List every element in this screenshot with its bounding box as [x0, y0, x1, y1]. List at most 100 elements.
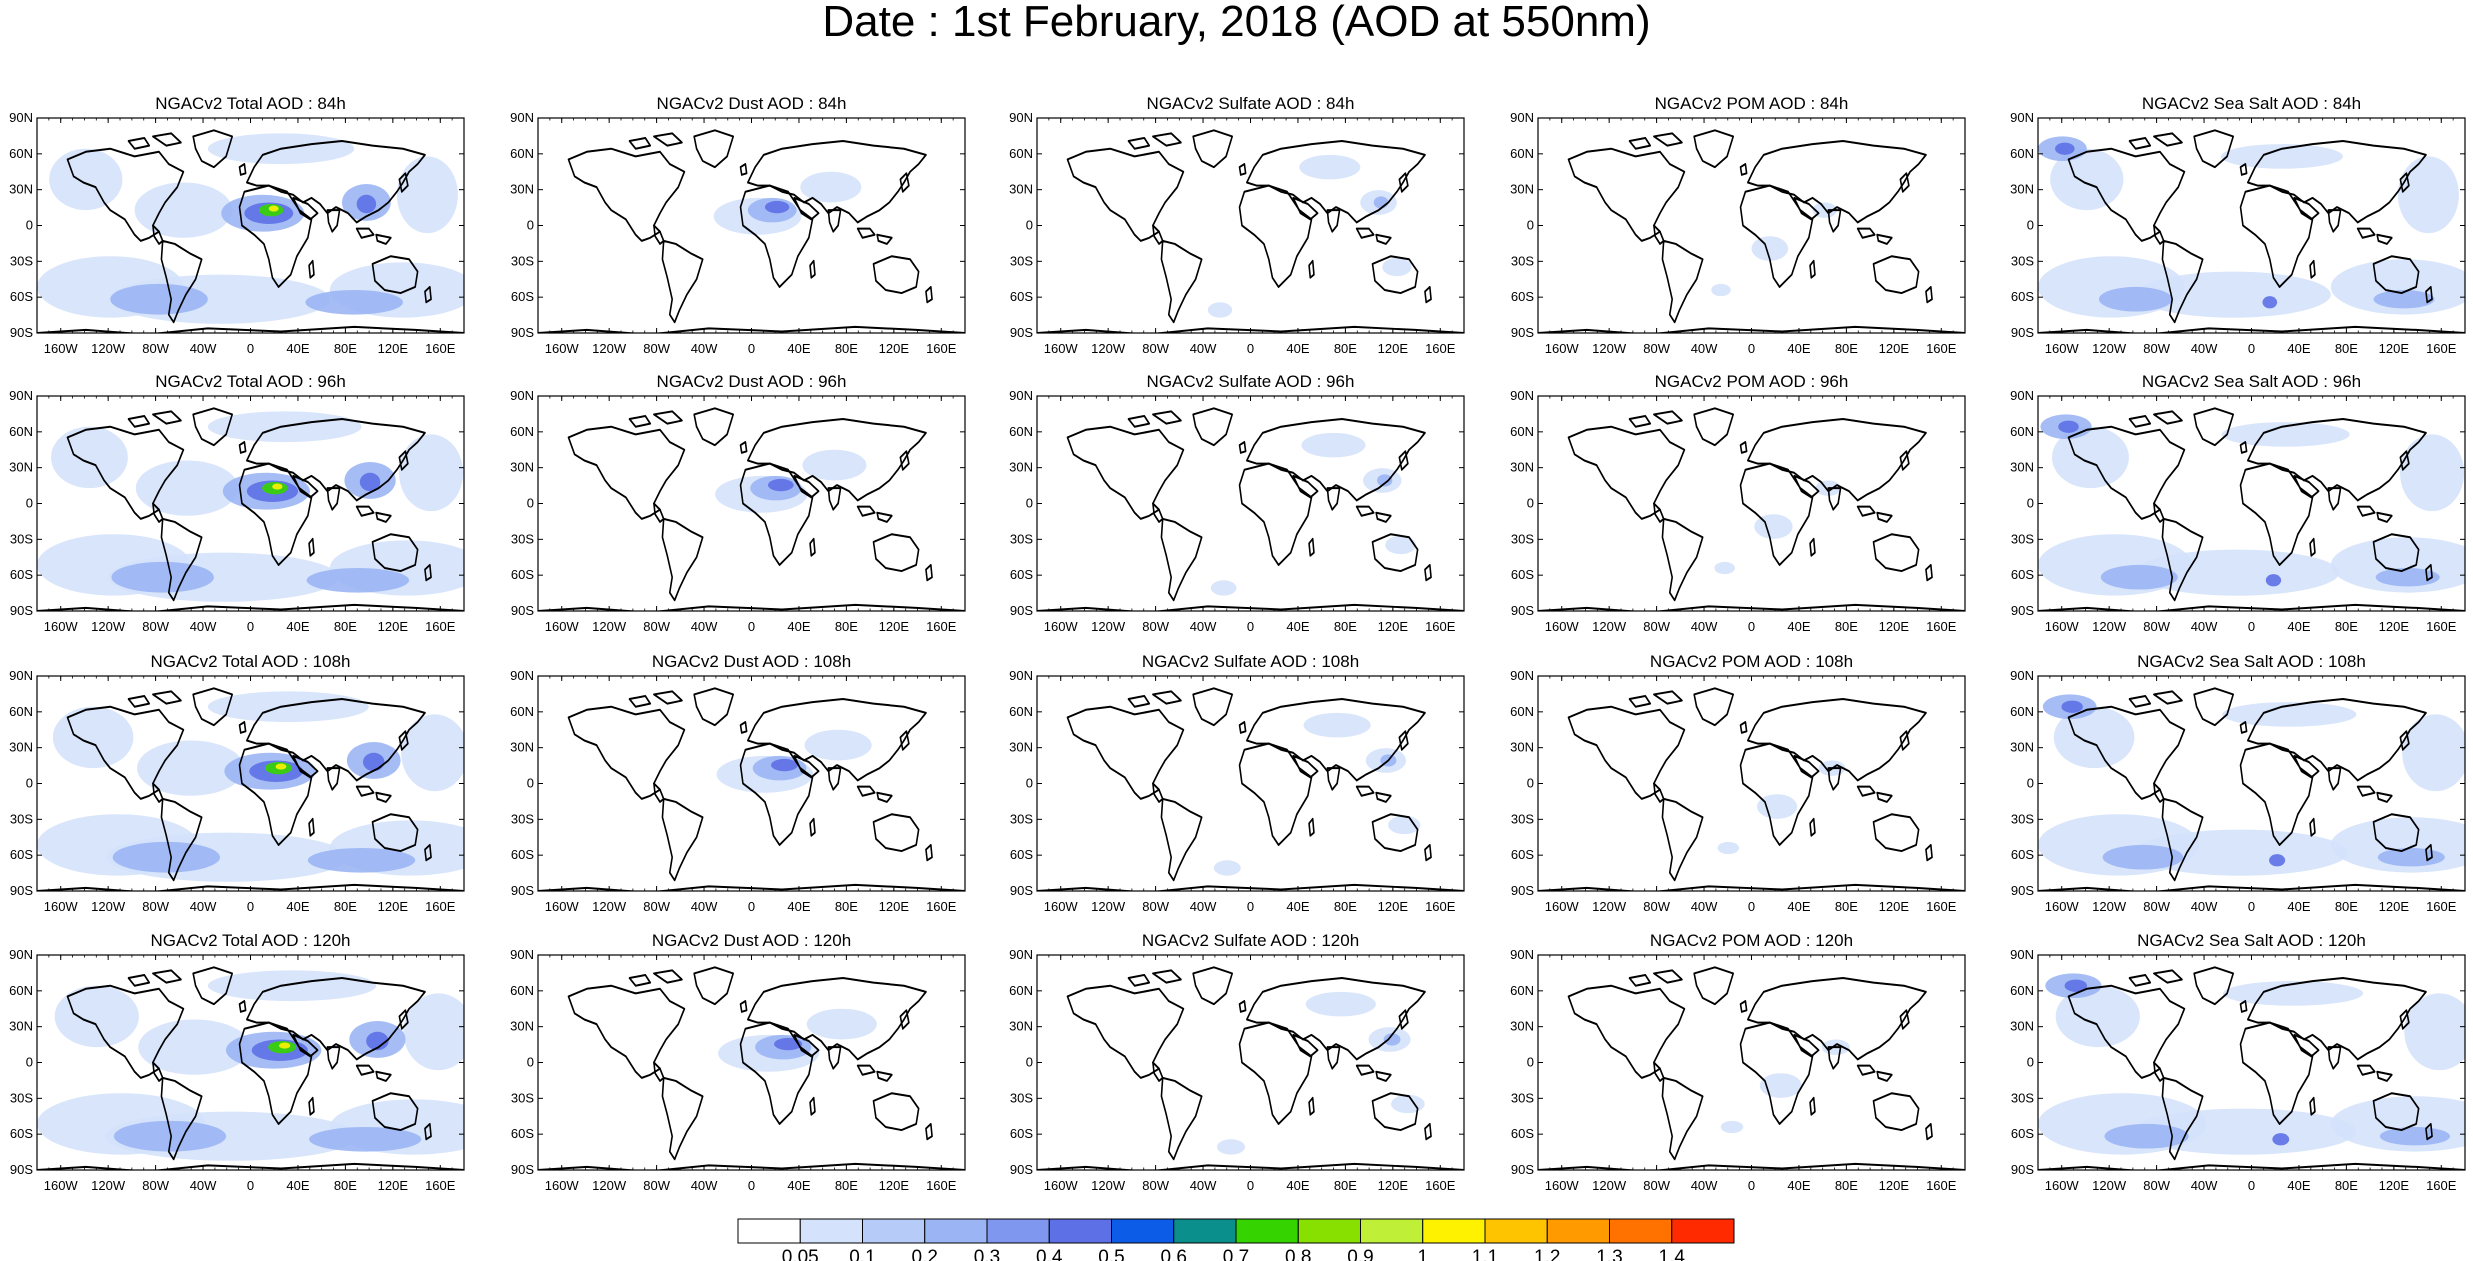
lon-tick-label: 80W — [2143, 341, 2170, 356]
lon-tick-label: 120W — [2092, 1178, 2127, 1193]
lon-tick-label: 80E — [835, 341, 858, 356]
map-panel-pom-row2: NGACv2 POM AOD : 96h 90N 60N 30N 0 30S 60S 90S 1… — [1510, 372, 1966, 634]
lon-tick-label: 80W — [2143, 1178, 2170, 1193]
aod-field-low — [2133, 829, 2348, 876]
aod-field-low — [1759, 1073, 1802, 1098]
lon-tick-label: 160W — [44, 899, 79, 914]
lat-tick-label: 90S — [1010, 325, 1033, 340]
lon-tick-label: 0 — [2248, 1178, 2255, 1193]
lat-tick-label: 90N — [1009, 668, 1033, 683]
aod-field-low — [2134, 549, 2340, 596]
lon-tick-label: 120E — [879, 899, 910, 914]
aod-field-low — [51, 426, 128, 489]
lat-tick-label: 0 — [1527, 496, 1534, 511]
lon-tick-label: 80E — [835, 619, 858, 634]
lat-tick-label: 30N — [1510, 460, 1534, 475]
lon-tick-label: 80E — [1334, 899, 1357, 914]
lat-tick-label: 60S — [2011, 1126, 2034, 1141]
lat-tick-label: 60S — [2011, 847, 2034, 862]
aod-field-low — [1303, 712, 1371, 738]
panel-title: NGACv2 Sea Salt AOD : 96h — [2142, 372, 2361, 391]
lat-tick-label: 0 — [527, 496, 534, 511]
lat-tick-label: 90S — [10, 325, 33, 340]
lat-tick-label: 60N — [1009, 704, 1033, 719]
lon-tick-label: 40E — [787, 619, 810, 634]
lat-tick-label: 30N — [1510, 1019, 1534, 1034]
lon-tick-label: 80E — [1334, 1178, 1357, 1193]
lat-tick-label: 60N — [1510, 704, 1534, 719]
lon-tick-label: 160E — [425, 1178, 456, 1193]
lat-tick-label: 60S — [10, 1126, 33, 1141]
lat-tick-label: 90N — [1510, 110, 1534, 125]
lat-tick-label: 60N — [510, 983, 534, 998]
map-panel-pom-row4: NGACv2 POM AOD : 120h 90N 60N 30N 0 30S 60S 90S… — [1510, 931, 1966, 1193]
lon-tick-label: 80E — [2335, 341, 2358, 356]
aod-field-low — [802, 449, 867, 481]
aod-field-low — [1299, 154, 1361, 180]
lon-tick-label: 120W — [1091, 1178, 1126, 1193]
aod-field-low — [1391, 1094, 1425, 1114]
aod-field-low — [2053, 706, 2135, 769]
lat-tick-label: 30S — [1511, 253, 1534, 268]
map-panel-pom-row1: NGACv2 POM AOD : 84h 90N 60N 30N 0 30S 60S 90S 1… — [1510, 94, 1966, 356]
lat-tick-label: 0 — [1527, 1055, 1534, 1070]
lon-tick-label: 40W — [1190, 619, 1217, 634]
lon-tick-label: 40E — [286, 619, 309, 634]
lon-tick-label: 160E — [926, 619, 957, 634]
aod-field-low — [2052, 426, 2129, 489]
lon-tick-label: 80E — [334, 619, 357, 634]
aod-field-low — [396, 156, 458, 234]
lon-tick-label: 120E — [1879, 899, 1910, 914]
lon-tick-label: 160E — [926, 1178, 957, 1193]
colorbar: 0.05 0.1 0.2 0.3 0.4 0.5 0.6 0.7 0.8 0.9 1 1.1 1.2 1.… — [737, 1218, 1735, 1261]
aod-field-low — [804, 729, 872, 761]
lon-tick-label: 80E — [1334, 619, 1357, 634]
lon-tick-label: 80E — [2335, 619, 2358, 634]
lat-tick-label: 60N — [2010, 424, 2034, 439]
lon-tick-label: 40W — [1190, 341, 1217, 356]
lon-tick-label: 160W — [545, 341, 580, 356]
lon-tick-label: 120E — [1378, 1178, 1409, 1193]
colorbar-swatch — [1546, 1218, 1610, 1244]
lat-tick-label: 0 — [1026, 496, 1033, 511]
lat-tick-label: 90N — [2010, 668, 2034, 683]
lat-tick-label: 90N — [2010, 110, 2034, 125]
aod-field-low — [1216, 1139, 1246, 1155]
aod-field-high — [2055, 142, 2075, 155]
colorbar-swatch — [1235, 1218, 1299, 1244]
lon-tick-label: 0 — [247, 619, 254, 634]
lon-tick-label: 40E — [286, 899, 309, 914]
lon-tick-label: 160W — [1044, 619, 1079, 634]
lon-tick-label: 40W — [691, 619, 718, 634]
colorbar-tick-label: 0.5 — [1098, 1247, 1124, 1261]
lon-tick-label: 120E — [879, 619, 910, 634]
lat-tick-label: 0 — [26, 1055, 33, 1070]
map-panels: NGACv2 Total AOD : 84h 90N 60N 30N 0 30S 60S 90… — [9, 94, 2466, 1193]
lon-tick-label: 0 — [247, 899, 254, 914]
colorbar-tick-label: 1.3 — [1596, 1247, 1622, 1261]
figure-title: Date : 1st February, 2018 (AOD at 550nm) — [822, 0, 1651, 46]
lon-tick-label: 40W — [1691, 341, 1718, 356]
lat-tick-label: 60N — [1009, 983, 1033, 998]
lon-tick-label: 120E — [2379, 341, 2410, 356]
lon-tick-label: 40W — [190, 899, 217, 914]
lon-tick-label: 0 — [1748, 619, 1755, 634]
aod-field-mid — [305, 290, 403, 315]
colorbar-swatch — [1111, 1218, 1175, 1244]
lon-tick-label: 40E — [1286, 1178, 1309, 1193]
lat-tick-label: 60S — [511, 847, 534, 862]
lon-tick-label: 120E — [1879, 619, 1910, 634]
lon-tick-label: 160W — [44, 341, 79, 356]
lon-tick-label: 120W — [91, 341, 126, 356]
aod-field-mid — [2102, 844, 2184, 870]
aod-field-low — [2404, 993, 2465, 1071]
lat-tick-label: 30N — [1009, 740, 1033, 755]
aod-field-low — [1210, 580, 1237, 596]
map-panel-dust-row1: NGACv2 Dust AOD : 84h 90N 60N 30N 0 30S 60S 90S… — [510, 94, 966, 356]
lon-tick-label: 0 — [247, 1178, 254, 1193]
lat-tick-label: 30S — [2011, 1090, 2034, 1105]
lon-tick-label: 40W — [691, 341, 718, 356]
aod-field-low — [1711, 283, 1731, 297]
lat-tick-label: 30S — [2011, 253, 2034, 268]
lat-tick-label: 60N — [1510, 146, 1534, 161]
